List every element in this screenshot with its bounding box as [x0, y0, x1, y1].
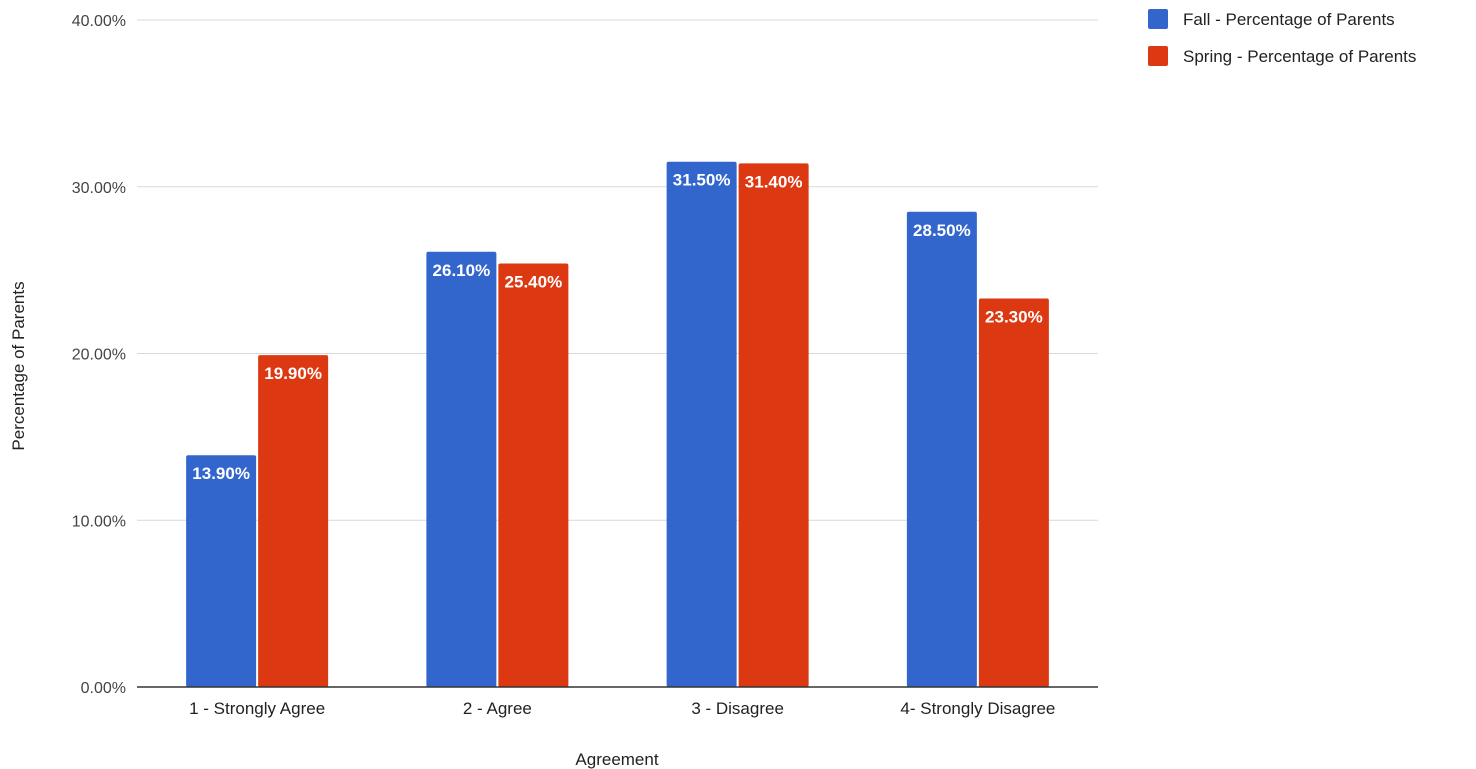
x-tick-label: 1 - Strongly Agree [189, 699, 325, 718]
legend-swatch [1148, 46, 1168, 66]
bar-fall [186, 455, 257, 687]
bar-spring [978, 298, 1049, 687]
data-label: 31.40% [745, 172, 803, 191]
data-labels: 13.90% 19.90% 26.10% 25.40% 31.50% 31.40% 28.5… [192, 171, 1042, 483]
x-tick-label: 4- Strongly Disagree [900, 699, 1055, 718]
data-label: 13.90% [192, 464, 250, 483]
bar-spring [498, 263, 569, 687]
x-axis-category-labels: 1 - Strongly Agree 2 - Agree 3 - Disagree 4… [189, 699, 1055, 718]
legend-swatch [1148, 9, 1168, 29]
bar-fall [426, 251, 497, 687]
data-label: 26.10% [433, 261, 491, 280]
data-label: 28.50% [913, 221, 971, 240]
x-tick-label: 3 - Disagree [691, 699, 784, 718]
data-label: 25.40% [505, 272, 563, 291]
bar-spring [258, 355, 329, 687]
y-tick-label: 40.00% [72, 13, 126, 30]
bar-fall [666, 161, 737, 688]
bar-spring [738, 163, 809, 687]
data-label: 19.90% [264, 364, 322, 383]
data-label: 31.50% [673, 171, 731, 190]
y-tick-label: 0.00% [81, 680, 126, 697]
y-axis-tick-labels: 0.00% 10.00% 20.00% 30.00% 40.00% [72, 13, 126, 697]
x-axis-title: Agreement [575, 750, 658, 769]
data-label: 23.30% [985, 307, 1043, 326]
legend-label: Fall - Percentage of Parents [1183, 10, 1395, 29]
bar-fall [906, 211, 977, 687]
bars [186, 161, 1049, 688]
y-axis-title: Percentage of Parents [9, 281, 28, 450]
y-tick-label: 30.00% [72, 180, 126, 197]
legend: Fall - Percentage of Parents Spring - Per… [1148, 9, 1416, 66]
y-tick-label: 10.00% [72, 513, 126, 530]
x-tick-label: 2 - Agree [463, 699, 532, 718]
legend-label: Spring - Percentage of Parents [1183, 47, 1416, 66]
y-tick-label: 20.00% [72, 347, 126, 364]
